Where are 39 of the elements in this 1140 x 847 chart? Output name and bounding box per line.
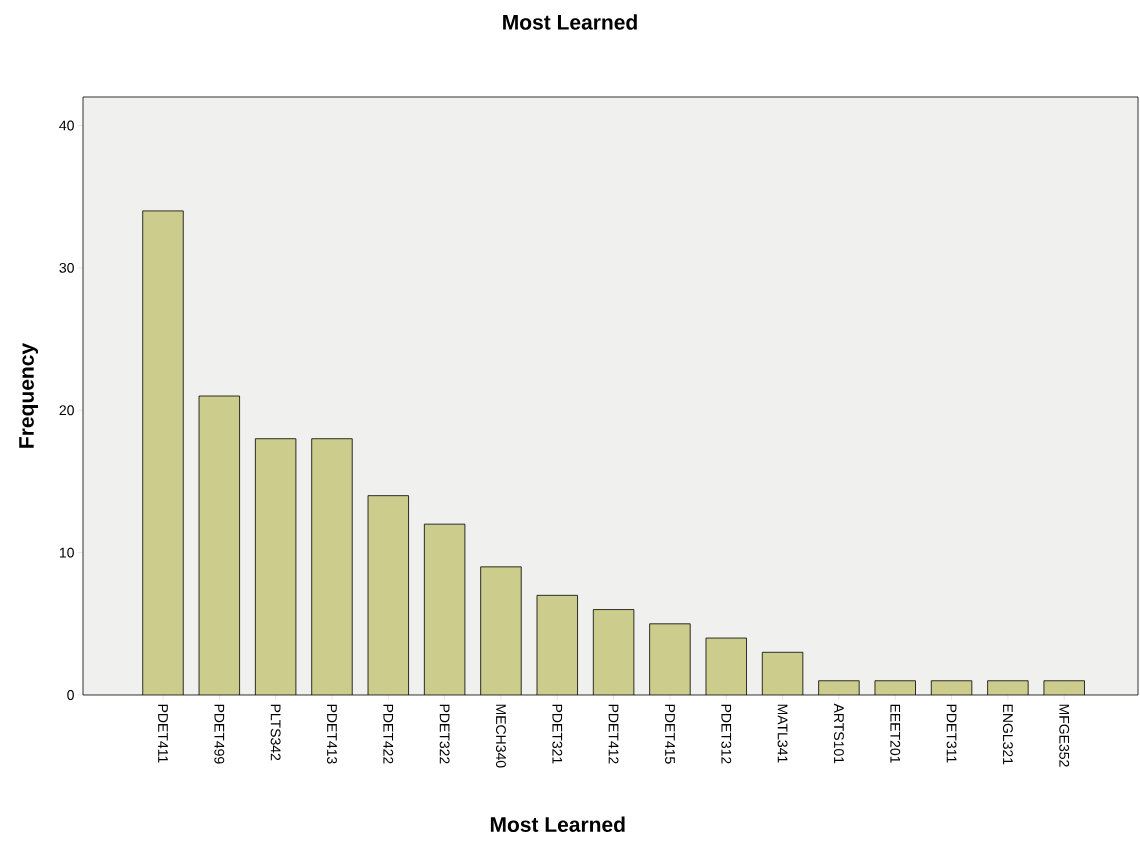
y-tick-label: 20 <box>59 405 74 416</box>
bar <box>255 438 296 695</box>
x-tick-label: PDET413 <box>327 704 337 764</box>
x-tick-label: ENGL321 <box>1002 704 1013 765</box>
bar <box>199 396 240 695</box>
x-tick-label: PDET422 <box>383 704 394 764</box>
x-tick-label: PDET412 <box>608 704 619 764</box>
bar <box>649 623 691 695</box>
y-tick-label: 40 <box>59 120 74 131</box>
bar <box>705 638 747 695</box>
bar <box>593 609 634 695</box>
x-tick-label: MECH340 <box>495 704 506 768</box>
x-tick-label: PLTS342 <box>270 704 281 761</box>
x-tick-label: PDET321 <box>552 704 563 764</box>
x-axis-title: Most Learned <box>490 816 625 832</box>
x-tick-label: PDET311 <box>946 704 957 763</box>
y-tick-label: 10 <box>59 547 74 558</box>
y-tick-label: 30 <box>59 262 74 273</box>
chart-title: Most Learned <box>503 14 637 30</box>
bar <box>480 566 522 695</box>
x-tick-label: PDET312 <box>721 704 732 764</box>
y-tick-label: 0 <box>67 690 74 700</box>
x-tick-label: PDET322 <box>439 704 450 764</box>
x-tick-label: MATL341 <box>777 704 788 763</box>
x-tick-label: PDET415 <box>665 704 675 764</box>
bar <box>762 652 803 695</box>
bar <box>368 495 409 695</box>
bar <box>537 595 578 695</box>
bar <box>424 524 465 695</box>
bar <box>142 210 184 695</box>
bar <box>987 680 1029 695</box>
y-axis-title: Frequency <box>19 343 39 448</box>
x-tick-label: EEET201 <box>890 704 901 763</box>
x-tick-label: MFGE352 <box>1059 704 1070 767</box>
bar <box>311 438 353 695</box>
bar <box>818 680 860 695</box>
x-tick-label: ARTS101 <box>833 703 844 764</box>
x-tick-label: PDET499 <box>214 704 225 764</box>
x-tick-label: PDET411 <box>158 704 168 763</box>
